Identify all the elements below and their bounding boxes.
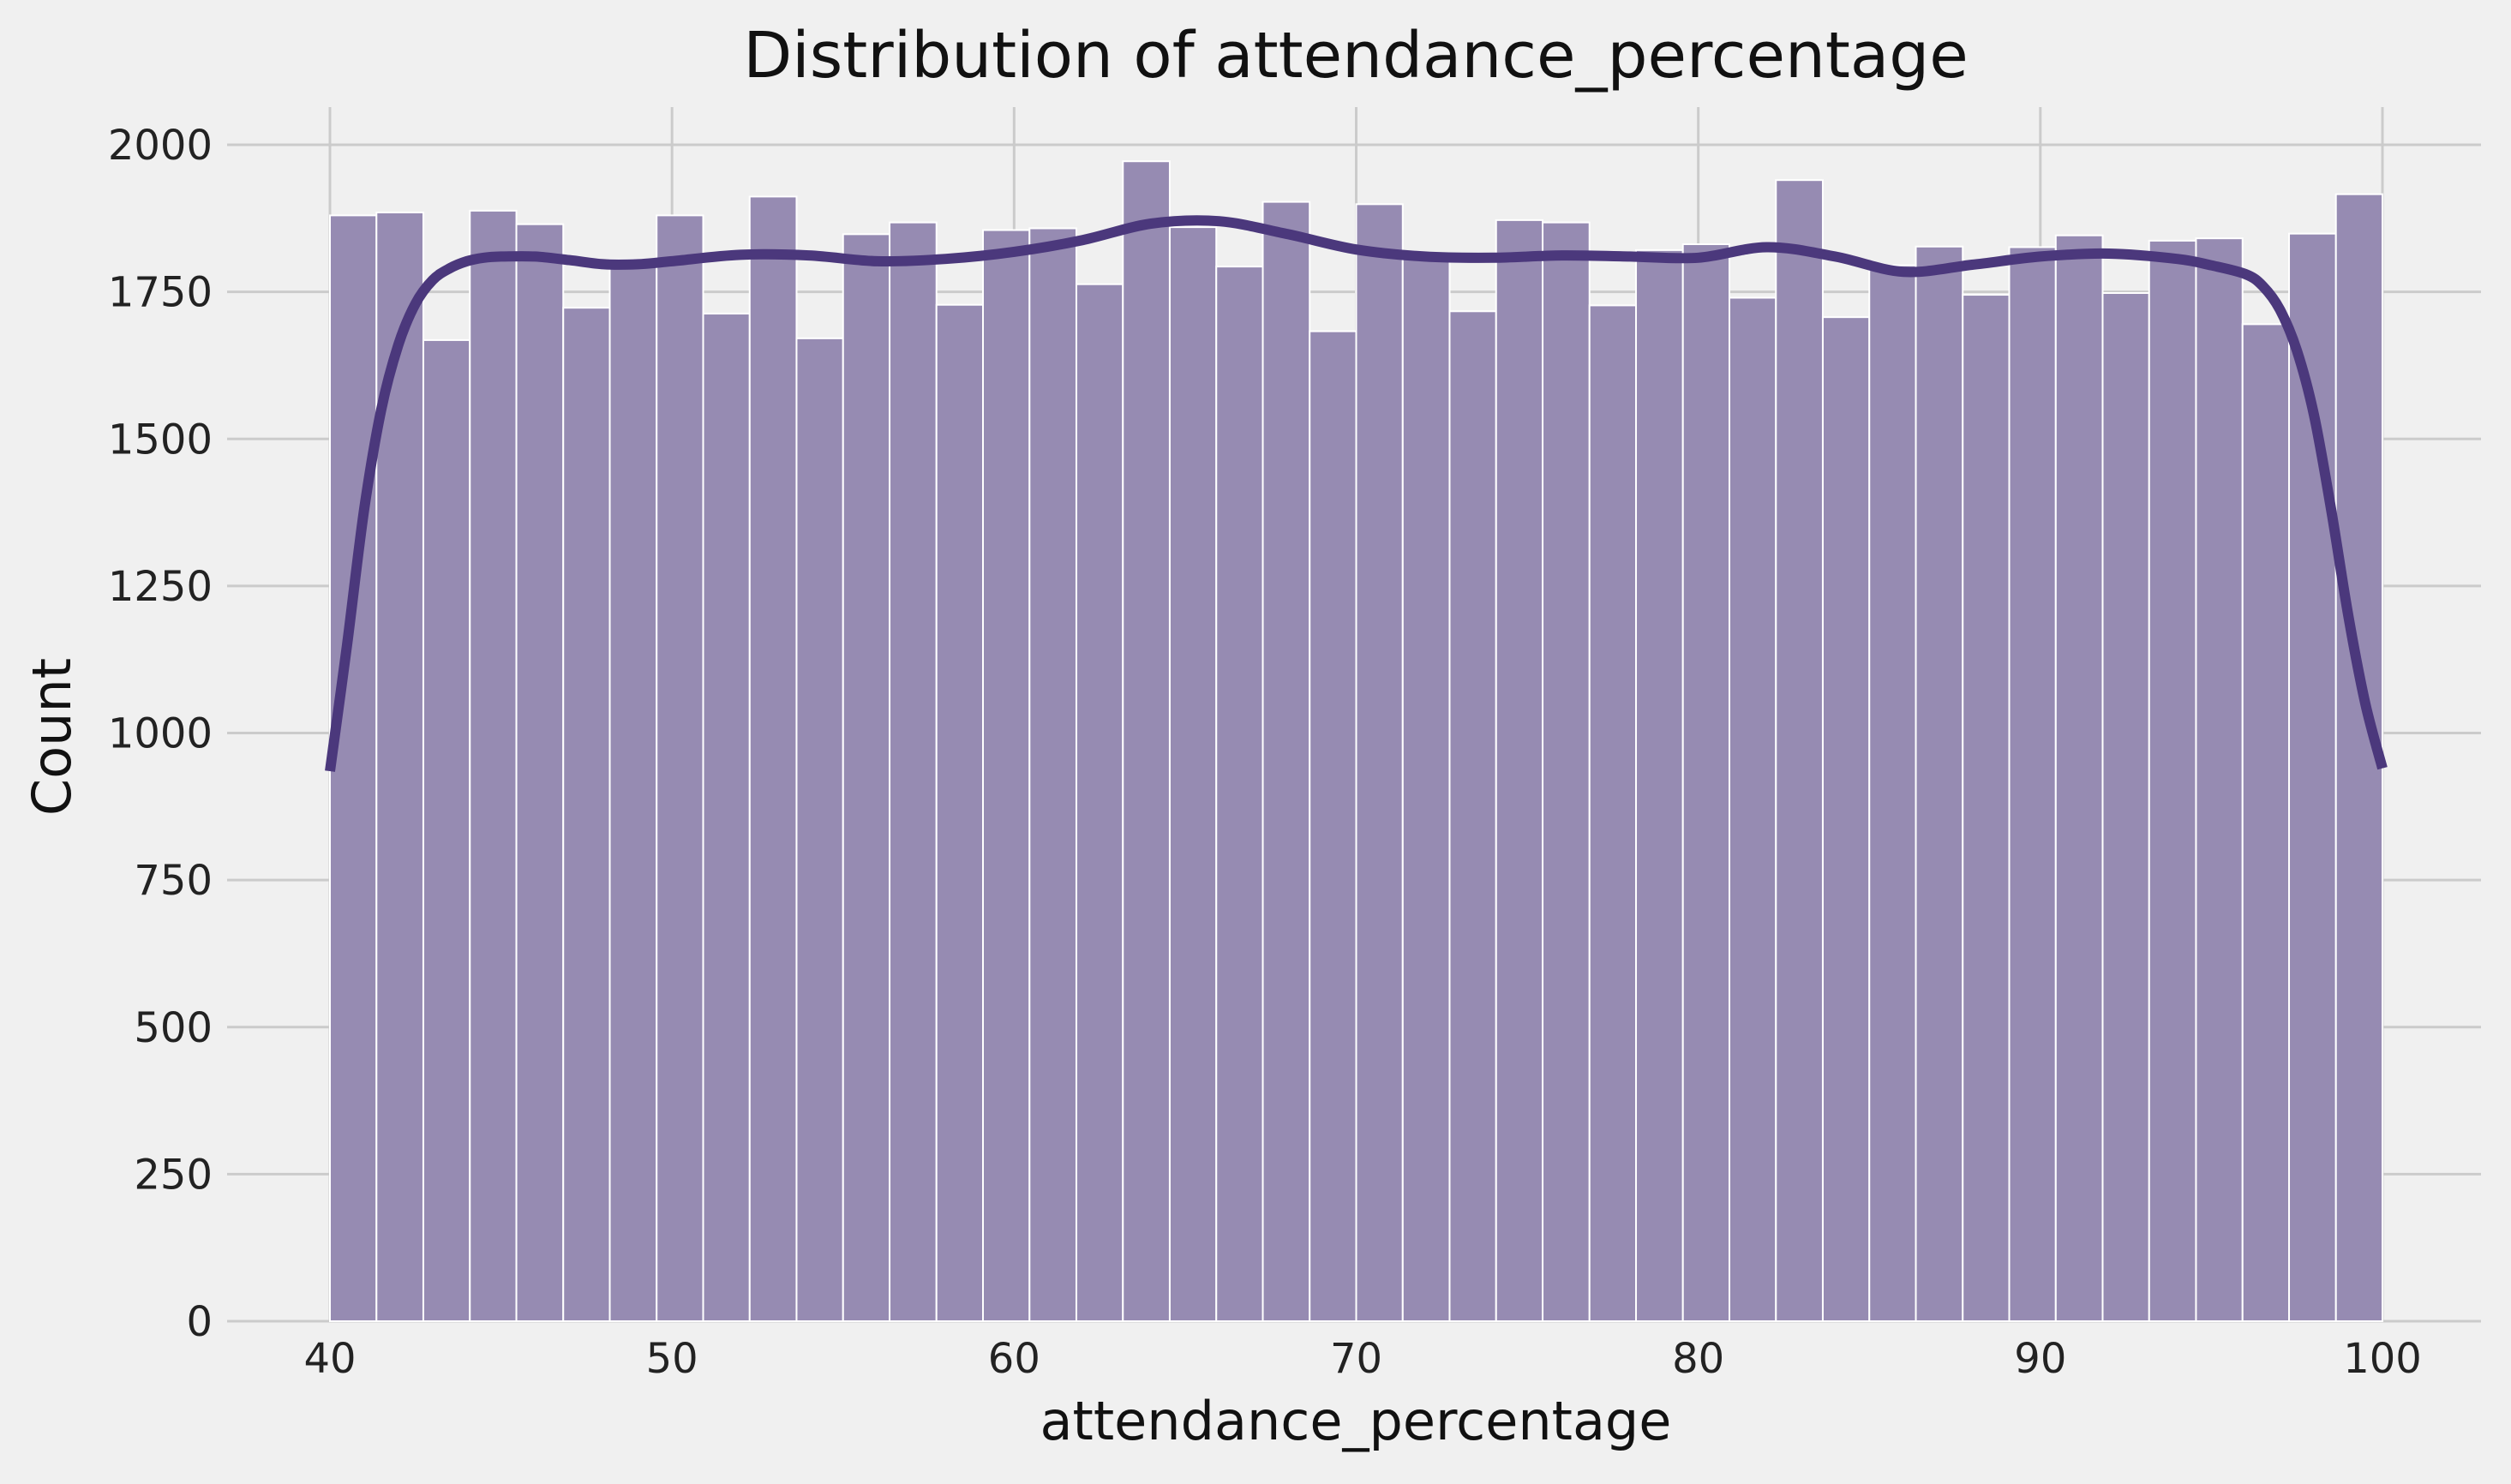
histogram-bar [1168, 226, 1218, 1322]
x-tick-label: 50 [646, 1335, 698, 1383]
histogram-bar [702, 313, 751, 1322]
x-tick-label: 100 [2343, 1335, 2422, 1383]
x-axis-label: attendance_percentage [1040, 1390, 1672, 1452]
histogram-bar [1915, 245, 1964, 1322]
histogram-bar [1868, 264, 1917, 1322]
histogram-bar [2008, 246, 2057, 1322]
kde-curve [325, 215, 2388, 772]
histogram-bar [1309, 330, 1357, 1323]
histogram-bar [1635, 248, 1684, 1322]
histogram-bar [1681, 243, 1730, 1322]
y-tick-label: 2000 [108, 122, 213, 170]
chart-title: Distribution of attendance_percentage [743, 19, 1969, 93]
histogram-bar [795, 337, 844, 1322]
x-tick-label: 90 [2014, 1335, 2066, 1383]
histogram-bar [748, 195, 798, 1323]
x-tick-label: 80 [1672, 1335, 1724, 1383]
histogram-bar [1355, 203, 1404, 1322]
y-tick-label: 250 [134, 1151, 213, 1199]
histogram-bar [2241, 323, 2291, 1323]
histogram-bar [1401, 254, 1451, 1322]
histogram-bar [982, 229, 1031, 1323]
histogram-bar [608, 258, 658, 1322]
histogram-bar [935, 303, 985, 1322]
histogram-bar [656, 214, 704, 1322]
histogram-bar [2148, 239, 2197, 1322]
histogram-bar [2054, 234, 2104, 1323]
histogram-bar [1775, 179, 1824, 1323]
y-tick-label: 750 [134, 857, 213, 905]
histogram-bar [515, 223, 565, 1322]
histogram-bar [329, 214, 378, 1322]
y-tick-label: 1500 [108, 416, 213, 464]
ticks-layer: 0 250 500 750 1000 1250 1500 1750 2000 40 50 60 70 80… [108, 122, 2422, 1383]
y-tick-label: 1250 [108, 563, 213, 611]
y-tick-label: 0 [186, 1298, 213, 1346]
histogram-bar [1495, 218, 1544, 1323]
x-tick-label: 40 [303, 1335, 356, 1383]
x-tick-label: 70 [1330, 1335, 1382, 1383]
histogram-bar [1542, 221, 1591, 1322]
histogram-bar [1448, 310, 1497, 1322]
histogram-bar [1728, 296, 1777, 1322]
histogram-bar [1028, 227, 1077, 1322]
histogram-bar [842, 233, 891, 1322]
y-tick-label: 1750 [108, 269, 213, 317]
histogram-bar [562, 307, 611, 1322]
histogram-bar [1215, 266, 1264, 1323]
histogram-bar [469, 209, 518, 1323]
histogram-bar [2101, 291, 2150, 1322]
y-tick-label: 1000 [108, 710, 213, 758]
histogram-bar [1821, 316, 1871, 1322]
histogram-bar [1962, 294, 2011, 1322]
histogram-bar [889, 221, 938, 1322]
histogram-bar [1075, 283, 1124, 1323]
histogram-bar [1588, 304, 1638, 1322]
histogram-bar [422, 338, 471, 1323]
y-axis-label: Count [21, 658, 83, 816]
histogram-bar [1261, 200, 1311, 1323]
histogram-bar [1122, 160, 1171, 1322]
bars-layer [329, 160, 2384, 1323]
histogram-bar [2195, 237, 2244, 1323]
y-tick-label: 500 [134, 1004, 213, 1052]
x-tick-label: 60 [988, 1335, 1040, 1383]
